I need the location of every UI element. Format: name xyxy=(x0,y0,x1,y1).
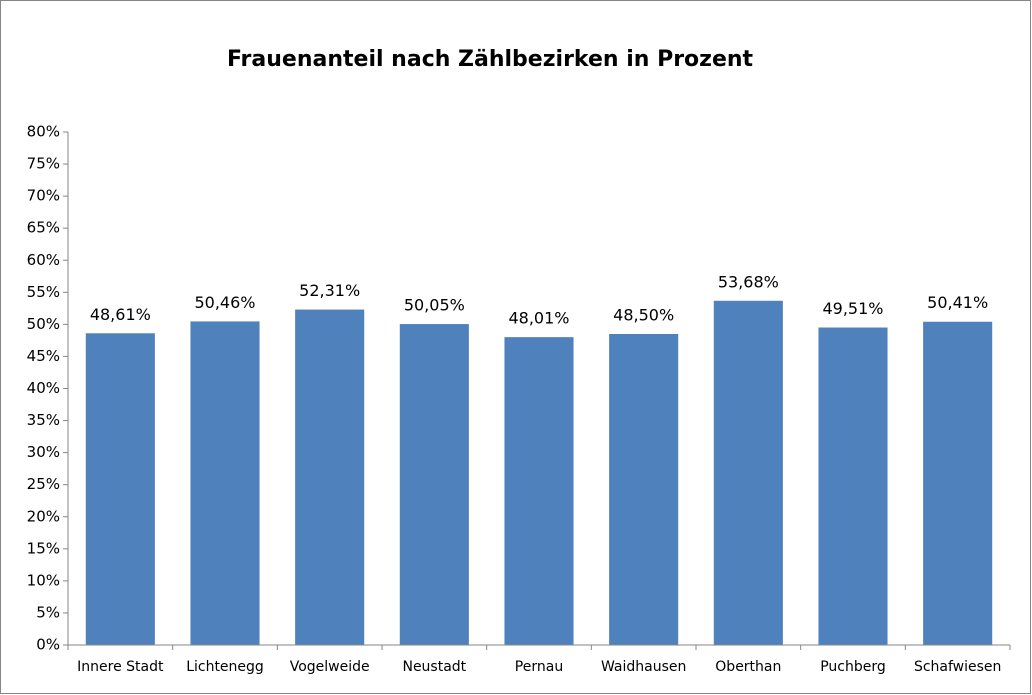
bar xyxy=(295,309,365,645)
data-label: 50,41% xyxy=(927,293,988,312)
bar xyxy=(399,324,469,645)
x-tick-label: Puchberg xyxy=(820,659,886,675)
chart-title: Frauenanteil nach Zählbezirken in Prozen… xyxy=(227,47,754,72)
bar xyxy=(85,333,155,645)
y-tick-label: 15% xyxy=(27,539,60,557)
x-tick-label: Lichtenegg xyxy=(186,659,264,675)
bar xyxy=(504,337,574,645)
x-tick-label: Neustadt xyxy=(402,659,466,675)
data-label: 48,61% xyxy=(90,305,151,324)
data-label: 48,01% xyxy=(508,309,569,328)
y-tick-label: 40% xyxy=(27,379,60,397)
y-tick-label: 5% xyxy=(36,603,60,621)
bar xyxy=(609,333,679,645)
x-tick-label: Pernau xyxy=(515,659,563,675)
y-tick-label: 0% xyxy=(36,636,60,654)
x-tick-label: Vogelweide xyxy=(290,659,370,675)
data-label: 53,68% xyxy=(718,272,779,291)
data-label: 50,05% xyxy=(404,296,465,315)
y-tick-label: 70% xyxy=(27,187,60,205)
bar xyxy=(190,321,260,645)
x-tick-label: Innere Stadt xyxy=(77,659,164,675)
data-label: 52,31% xyxy=(299,281,360,300)
y-tick-label: 25% xyxy=(27,475,60,493)
data-label: 50,46% xyxy=(194,293,255,312)
y-tick-label: 80% xyxy=(27,123,60,141)
x-tick-label: Oberthan xyxy=(715,659,781,675)
y-tick-label: 30% xyxy=(27,443,60,461)
y-tick-label: 60% xyxy=(27,251,60,269)
y-tick-label: 20% xyxy=(27,507,60,525)
x-tick-label: Schafwiesen xyxy=(914,659,1001,675)
y-tick-label: 10% xyxy=(27,571,60,589)
bar xyxy=(713,300,783,645)
data-label: 48,50% xyxy=(613,305,674,324)
y-tick-label: 50% xyxy=(27,315,60,333)
data-label: 49,51% xyxy=(822,299,883,318)
y-tick-label: 45% xyxy=(27,347,60,365)
y-tick-label: 55% xyxy=(27,283,60,301)
y-tick-label: 35% xyxy=(27,411,60,429)
x-tick-label: Waidhausen xyxy=(601,659,686,675)
bar xyxy=(818,327,888,645)
y-tick-label: 75% xyxy=(27,155,60,173)
y-tick-label: 65% xyxy=(27,219,60,237)
bar xyxy=(923,321,993,645)
